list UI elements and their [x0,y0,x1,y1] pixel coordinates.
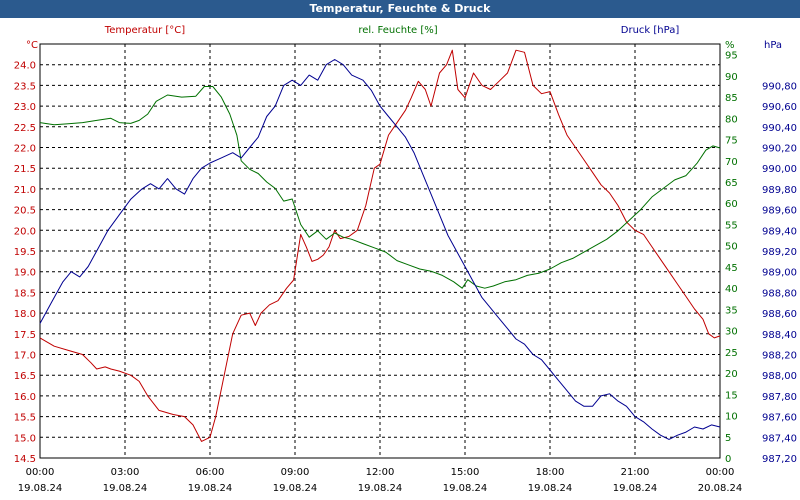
y-tick-temperature: 17.5 [14,330,36,341]
y-tick-pressure: 990,40 [762,123,797,134]
y-tick-pressure: 988,80 [762,288,797,299]
series-line-humidity [39,86,721,289]
x-tick-date: 20.08.24 [698,483,743,494]
y-tick-temperature: 15.0 [14,433,36,444]
y-axis-right-unit-humidity: % [725,40,735,51]
x-tick-date: 19.08.24 [443,483,488,494]
y-tick-temperature: 19.0 [14,268,36,279]
x-tick-date: 19.08.24 [18,483,63,494]
x-tick-date: 19.08.24 [358,483,403,494]
y-tick-pressure: 989,60 [762,206,797,217]
y-tick-pressure: 990,60 [762,102,797,113]
y-tick-humidity: 20 [725,369,738,380]
x-tick-date: 19.08.24 [528,483,573,494]
series-line-temperature [39,49,721,442]
x-tick-date: 19.08.24 [188,483,233,494]
legend-pressure: Druck [hPa] [621,25,680,36]
y-tick-temperature: 20.0 [14,226,36,237]
y-tick-humidity: 80 [725,114,738,125]
y-tick-temperature: 14.5 [14,454,36,465]
y-tick-humidity: 25 [725,348,738,359]
y-tick-humidity: 90 [725,72,738,83]
x-tick-time: 06:00 [196,467,225,478]
y-tick-pressure: 989,80 [762,185,797,196]
y-tick-humidity: 35 [725,305,738,316]
y-tick-pressure: 987,80 [762,392,797,403]
y-tick-pressure: 990,80 [762,81,797,92]
y-tick-pressure: 988,00 [762,371,797,382]
y-tick-humidity: 65 [725,178,738,189]
y-tick-humidity: 85 [725,93,738,104]
y-tick-pressure: 987,20 [762,454,797,465]
y-tick-pressure: 987,60 [762,413,797,424]
axis-ticks: 14.5 15.0 15.5 16.0 16.5 17.0 17.5 18.0 18.5 19.0… [14,51,797,494]
y-tick-temperature: 21.0 [14,185,36,196]
grid-lines [40,44,720,458]
y-tick-pressure: 990,00 [762,164,797,175]
legend-temperature: Temperatur [°C] [104,25,185,36]
x-tick-date: 19.08.24 [613,483,658,494]
y-tick-temperature: 18.5 [14,288,36,299]
y-tick-temperature: 15.5 [14,413,36,424]
y-tick-temperature: 22.5 [14,123,36,134]
x-tick-time: 00:00 [26,467,55,478]
x-tick-time: 21:00 [621,467,650,478]
y-tick-pressure: 989,40 [762,226,797,237]
y-tick-temperature: 16.0 [14,392,36,403]
y-tick-humidity: 40 [725,284,738,295]
y-tick-temperature: 23.0 [14,102,36,113]
y-tick-temperature: 23.5 [14,81,36,92]
y-tick-pressure: 987,40 [762,433,797,444]
x-tick-time: 09:00 [281,467,310,478]
y-tick-pressure: 988,20 [762,351,797,362]
legend-humidity: rel. Feuchte [%] [358,25,437,36]
window-title: Temperatur, Feuchte & Druck [0,0,800,18]
y-axis-left-unit: °C [26,40,38,51]
chart-canvas: 14.5 15.0 15.5 16.0 16.5 17.0 17.5 18.0 18.5 19.0… [14,25,797,494]
y-tick-temperature: 17.0 [14,351,36,362]
y-tick-temperature: 16.5 [14,371,36,382]
x-tick-date: 19.08.24 [103,483,148,494]
y-tick-pressure: 988,40 [762,330,797,341]
y-tick-humidity: 95 [725,51,738,62]
y-tick-humidity: 70 [725,157,738,168]
series-line-pressure [39,59,721,440]
y-tick-pressure: 989,20 [762,247,797,258]
y-tick-temperature: 20.5 [14,206,36,217]
y-tick-temperature: 22.0 [14,144,36,155]
y-tick-humidity: 15 [725,390,738,401]
y-tick-temperature: 24.0 [14,61,36,72]
y-tick-humidity: 45 [725,263,738,274]
y-tick-temperature: 18.0 [14,309,36,320]
y-tick-humidity: 5 [725,433,731,444]
x-tick-date: 19.08.24 [273,483,318,494]
x-tick-time: 00:00 [706,467,735,478]
y-tick-humidity: 30 [725,327,738,338]
y-tick-humidity: 75 [725,136,738,147]
y-tick-temperature: 21.5 [14,164,36,175]
x-tick-time: 03:00 [111,467,140,478]
y-tick-pressure: 989,00 [762,268,797,279]
x-tick-time: 15:00 [451,467,480,478]
y-tick-pressure: 990,20 [762,144,797,155]
y-tick-humidity: 60 [725,199,738,210]
y-tick-pressure: 988,60 [762,309,797,320]
x-tick-time: 12:00 [366,467,395,478]
y-tick-humidity: 55 [725,220,738,231]
y-tick-temperature: 19.5 [14,247,36,258]
y-tick-humidity: 50 [725,242,738,253]
y-tick-humidity: 0 [725,454,731,465]
y-axis-right-unit-pressure: hPa [764,40,782,51]
series-lines [39,49,721,442]
x-tick-time: 18:00 [536,467,565,478]
y-tick-humidity: 10 [725,412,738,423]
